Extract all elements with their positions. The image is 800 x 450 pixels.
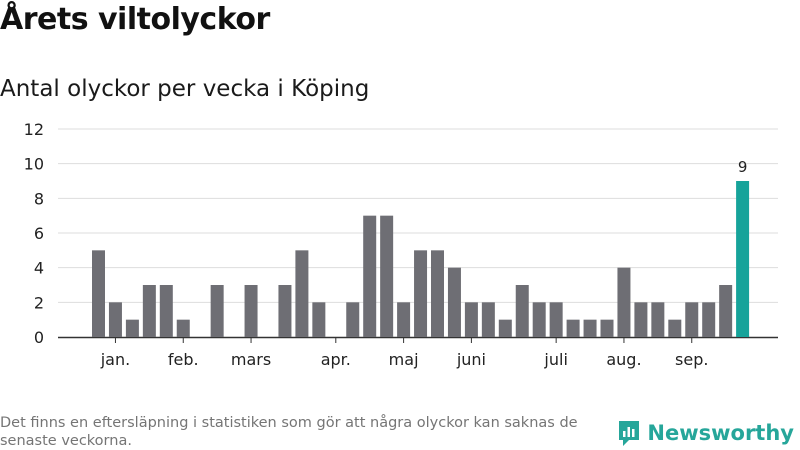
bar (515, 285, 529, 337)
bar (244, 285, 258, 337)
bar (549, 302, 563, 337)
bar (142, 285, 156, 337)
bar (532, 302, 546, 337)
x-tick-label: apr. (321, 350, 351, 369)
bar (685, 302, 699, 337)
bars (92, 181, 750, 337)
y-tick-label: 2 (34, 293, 44, 312)
bar (159, 285, 173, 337)
bar (92, 250, 105, 337)
bar (447, 267, 461, 337)
bar (719, 285, 733, 337)
y-tick-label: 4 (34, 259, 44, 278)
x-tick-label: juli (543, 350, 567, 369)
y-tick-label: 6 (34, 224, 44, 243)
bar (125, 319, 139, 337)
bar (346, 302, 360, 337)
data-label: 9 (738, 158, 748, 176)
newsworthy-icon (619, 421, 640, 446)
bar (295, 250, 309, 337)
bar (498, 319, 512, 337)
bar (600, 319, 614, 337)
bar (397, 302, 411, 337)
bar (414, 250, 428, 337)
x-tick-label: jan. (100, 350, 130, 369)
newsworthy-logo: Newsworthy (617, 419, 794, 447)
x-tick-label: sep. (675, 350, 708, 369)
bar (464, 302, 478, 337)
x-tick-label: mars (231, 350, 271, 369)
brand-name: Newsworthy (647, 421, 794, 445)
bar (634, 302, 648, 337)
bar (566, 319, 580, 337)
bar (176, 319, 190, 337)
bar (380, 215, 394, 337)
bar (702, 302, 716, 337)
y-tick-label: 8 (34, 189, 44, 208)
footnote: Det finns en eftersläpning i statistiken… (0, 415, 578, 449)
x-tick-label: feb. (168, 350, 199, 369)
bar (312, 302, 326, 337)
bar (278, 285, 292, 337)
bar (651, 302, 665, 337)
x-tick-label: maj (389, 350, 419, 369)
bar (583, 319, 597, 337)
bar (363, 215, 377, 337)
x-tick-label: juni (456, 350, 486, 369)
chart-subtitle: Antal olyckor per vecka i Köping (0, 76, 370, 102)
gridlines (58, 128, 778, 343)
bar (617, 267, 631, 337)
bar-chart: 0 2 4 6 8 10 12 jan. feb. mars apr. maj juni juli aug.… (24, 120, 778, 369)
y-tick-label: 10 (24, 155, 44, 174)
x-tick-label: aug. (606, 350, 641, 369)
chart-title: Årets viltolyckor (0, 2, 270, 37)
bar (431, 250, 444, 337)
bar (108, 302, 122, 337)
bar-highlight (736, 181, 750, 337)
bar (210, 285, 224, 337)
labels: 0 2 4 6 8 10 12 jan. feb. mars apr. maj juni juli aug.… (24, 120, 748, 369)
y-tick-label: 0 (34, 328, 44, 347)
bar (481, 302, 495, 337)
y-tick-label: 12 (24, 120, 44, 139)
bar (668, 319, 682, 337)
